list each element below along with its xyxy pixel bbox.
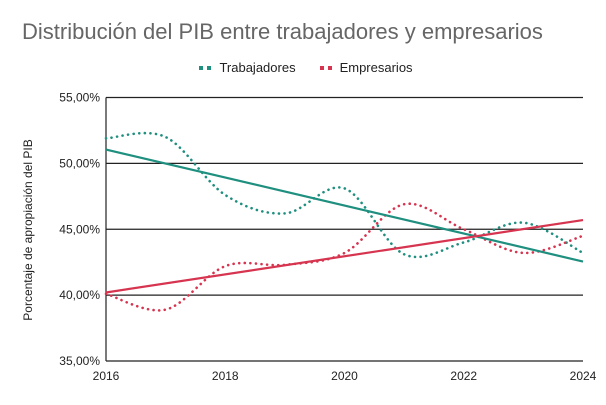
trendline-empresarios xyxy=(105,218,584,294)
legend: Trabajadores Empresarios xyxy=(0,60,606,75)
x-tick-label: 2016 xyxy=(93,369,120,383)
y-tick-label: 40,00% xyxy=(59,288,100,302)
y-tick-label: 55,00% xyxy=(59,91,100,105)
x-tick-label: 2018 xyxy=(212,369,239,383)
x-tick-label: 2022 xyxy=(450,369,477,383)
series-layer xyxy=(104,131,585,312)
x-tick-label: 2020 xyxy=(331,369,358,383)
legend-item-empresarios[interactable]: Empresarios xyxy=(319,60,413,75)
x-tick-label: 2024 xyxy=(570,369,597,383)
legend-label-empresarios: Empresarios xyxy=(339,60,413,75)
series-line-trabajadores xyxy=(104,131,585,259)
series-line-empresarios xyxy=(104,202,585,312)
y-tick-label: 50,00% xyxy=(59,156,100,170)
gridlines xyxy=(105,96,583,362)
y-tick-label: 45,00% xyxy=(59,222,100,236)
y-tick-label: 35,00% xyxy=(59,354,100,368)
chart-title: Distribución del PIB entre trabajadores … xyxy=(22,19,543,44)
legend-swatch-empresarios xyxy=(319,65,332,70)
legend-item-trabajadores[interactable]: Trabajadores xyxy=(199,60,296,75)
legend-swatch-trabajadores xyxy=(199,65,212,70)
legend-label-trabajadores: Trabajadores xyxy=(219,60,296,75)
trendline-trabajadores xyxy=(105,148,584,263)
y-tick-labels: 35,00% 40,00% 45,00% 50,00% 55,00% xyxy=(59,91,100,369)
x-tick-labels: 2016 2018 2020 2022 2024 xyxy=(93,369,597,383)
